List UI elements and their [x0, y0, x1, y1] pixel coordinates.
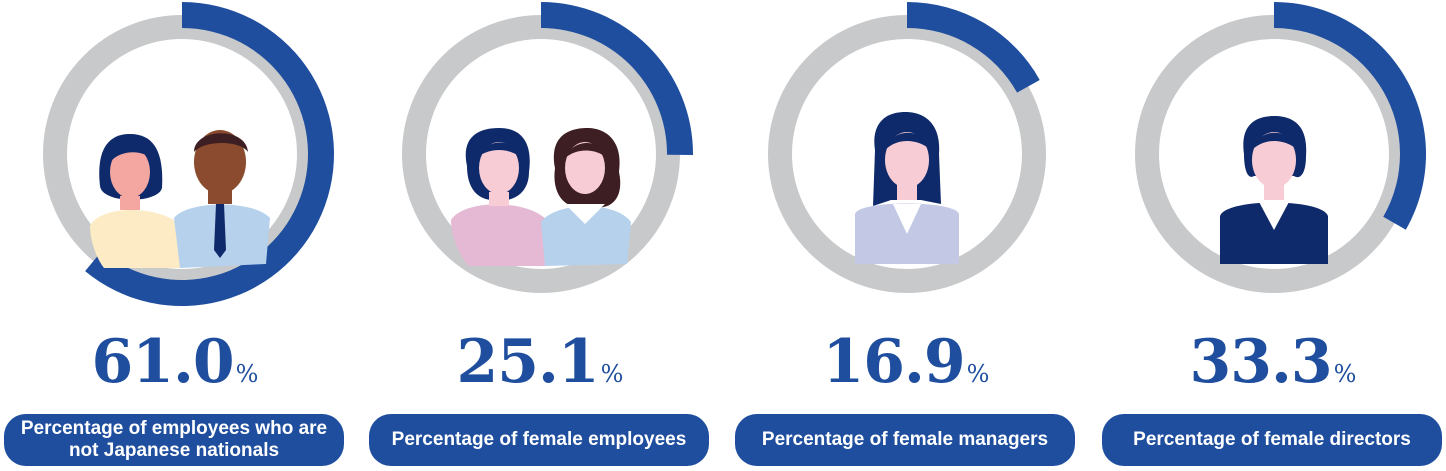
stat-label: Percentage of female directors: [1102, 414, 1442, 466]
two-employees-icon: [90, 130, 270, 268]
stat-card-female-directors: 33.3% Percentage of female directors: [1102, 0, 1444, 471]
percentage-value: 33.3%: [1189, 327, 1357, 397]
stat-label: Percentage of female managers: [735, 414, 1075, 466]
donut-value-arc: [907, 2, 1040, 93]
donut-value-arc: [541, 2, 693, 155]
donut-chart: [768, 2, 1046, 293]
donut-value-arc: [85, 2, 334, 306]
two-women-icon: [451, 128, 631, 266]
stat-card-foreign-employees: 61.0% Percentage of employees who are no…: [4, 0, 346, 471]
woman-director-icon: [1220, 116, 1328, 264]
donut-chart: [1135, 2, 1426, 293]
woman-manager-icon: [855, 112, 959, 264]
stat-card-female-managers: 16.9% Percentage of female managers: [735, 0, 1077, 471]
percentage-value: 16.9%: [822, 327, 990, 397]
donut-chart: [43, 2, 334, 306]
donut-chart: [402, 2, 693, 293]
percentage-value: 61.0%: [91, 327, 259, 397]
stat-label: Percentage of employees who are not Japa…: [4, 414, 344, 466]
stat-card-female-employees: 25.1% Percentage of female employees: [369, 0, 711, 471]
percentage-value: 25.1%: [456, 327, 624, 397]
stat-label: Percentage of female employees: [369, 414, 709, 466]
donut-value-arc: [1274, 2, 1426, 230]
